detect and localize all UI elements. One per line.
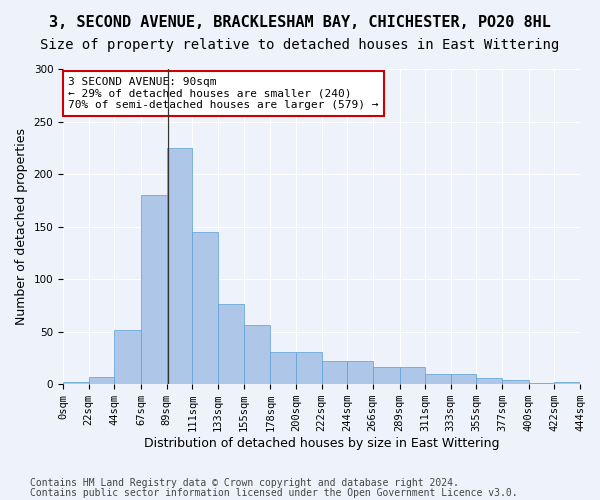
Text: Contains public sector information licensed under the Open Government Licence v3: Contains public sector information licen… bbox=[30, 488, 518, 498]
Bar bbox=[114, 330, 141, 384]
Text: 3, SECOND AVENUE, BRACKLESHAM BAY, CHICHESTER, PO20 8HL: 3, SECOND AVENUE, BRACKLESHAM BAY, CHICH… bbox=[49, 15, 551, 30]
Bar bbox=[347, 361, 373, 384]
Bar bbox=[451, 374, 476, 384]
Bar bbox=[554, 382, 580, 384]
Bar bbox=[373, 368, 400, 384]
X-axis label: Distribution of detached houses by size in East Wittering: Distribution of detached houses by size … bbox=[144, 437, 499, 450]
Y-axis label: Number of detached properties: Number of detached properties bbox=[15, 128, 28, 325]
Bar bbox=[218, 304, 244, 384]
Bar bbox=[425, 374, 451, 384]
Text: 3 SECOND AVENUE: 90sqm
← 29% of detached houses are smaller (240)
70% of semi-de: 3 SECOND AVENUE: 90sqm ← 29% of detached… bbox=[68, 77, 379, 110]
Bar bbox=[502, 380, 529, 384]
Bar bbox=[400, 368, 425, 384]
Bar bbox=[89, 377, 114, 384]
Bar bbox=[270, 352, 296, 384]
Bar bbox=[63, 382, 89, 384]
Text: Contains HM Land Registry data © Crown copyright and database right 2024.: Contains HM Land Registry data © Crown c… bbox=[30, 478, 459, 488]
Bar bbox=[244, 326, 270, 384]
Bar bbox=[167, 148, 192, 384]
Bar bbox=[529, 383, 554, 384]
Bar bbox=[476, 378, 502, 384]
Text: Size of property relative to detached houses in East Wittering: Size of property relative to detached ho… bbox=[40, 38, 560, 52]
Bar bbox=[322, 361, 347, 384]
Bar bbox=[296, 352, 322, 384]
Bar bbox=[192, 232, 218, 384]
Bar bbox=[141, 195, 167, 384]
